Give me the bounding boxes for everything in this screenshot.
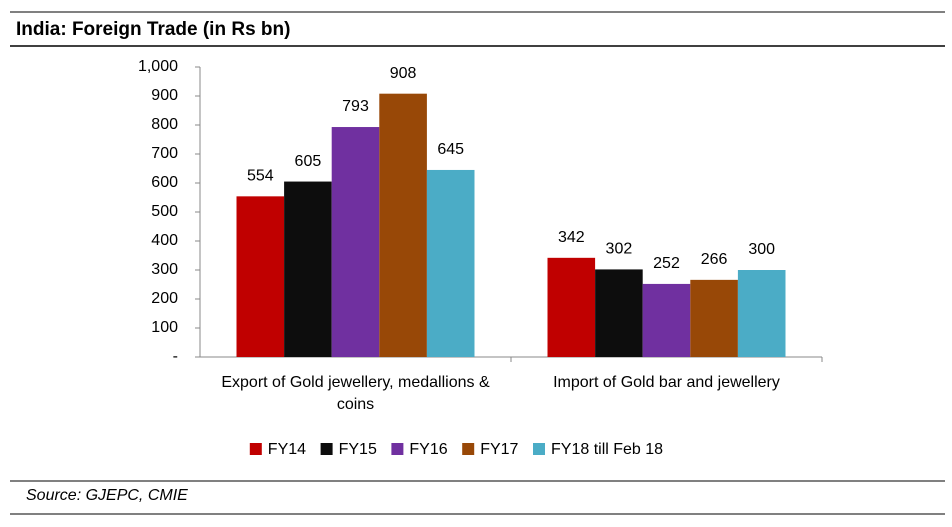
y-tick-label: 900 [151, 87, 178, 104]
data-label: 645 [437, 141, 464, 158]
data-label: 554 [247, 168, 274, 185]
bar [379, 93, 427, 358]
bar [547, 257, 596, 357]
y-tick-label: 200 [151, 290, 178, 307]
y-tick-label: 400 [151, 232, 178, 249]
bar [331, 127, 380, 357]
legend-label: FY18 till Feb 18 [551, 441, 663, 458]
chart-title: India: Foreign Trade (in Rs bn) [16, 19, 290, 40]
bar [284, 181, 332, 357]
bar [737, 270, 786, 357]
y-tick-label: - [173, 348, 178, 365]
legend-label: FY17 [480, 441, 518, 458]
data-label: 605 [295, 153, 322, 170]
bar [595, 269, 643, 357]
y-tick-label: 700 [151, 145, 178, 162]
source: Source: GJEPC, CMIE [26, 487, 188, 504]
data-label: 342 [558, 229, 585, 246]
bar [690, 279, 738, 357]
legend-swatch [320, 443, 333, 455]
legend-swatch [462, 443, 475, 455]
legend-label: FY15 [339, 441, 377, 458]
data-label: 908 [390, 65, 417, 82]
data-label: 266 [701, 251, 728, 268]
y-tick-label: 800 [151, 116, 178, 133]
bar [426, 169, 475, 357]
data-label: 302 [606, 241, 633, 258]
y-tick-label: 500 [151, 203, 178, 220]
legend-swatch [249, 443, 262, 455]
y-tick-label: 1,000 [138, 58, 178, 75]
legend-swatch [391, 443, 404, 455]
bar [236, 196, 285, 357]
data-label: 793 [342, 98, 369, 115]
legend-label: FY14 [268, 441, 306, 458]
x-tick-label: Import of Gold bar and jewellery [553, 374, 780, 391]
legend-swatch [533, 443, 545, 455]
x-tick-label: Export of Gold jewellery, medallions & c… [221, 374, 490, 413]
y-tick-label: 600 [151, 174, 178, 191]
bar [642, 283, 691, 357]
data-label: 252 [653, 255, 680, 272]
data-label: 300 [748, 241, 775, 258]
legend-label: FY16 [409, 441, 447, 458]
y-tick-label: 100 [151, 319, 178, 336]
y-tick-label: 300 [151, 261, 178, 278]
